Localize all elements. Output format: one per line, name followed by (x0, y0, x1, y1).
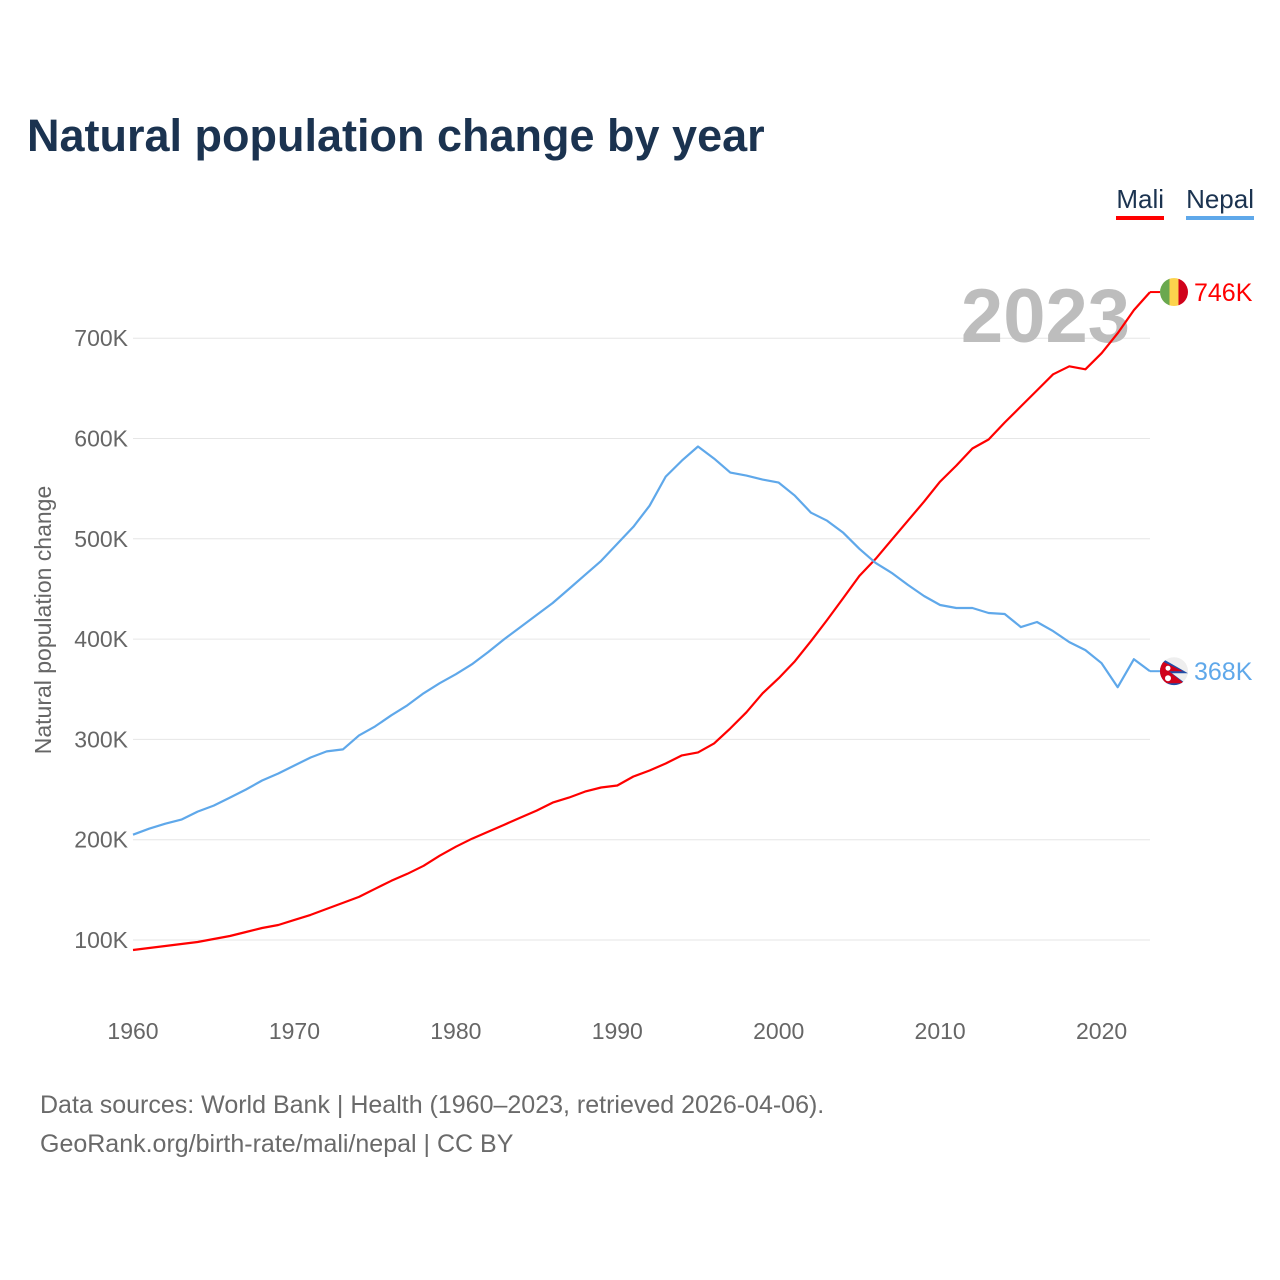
y-tick-label: 300K (74, 726, 128, 752)
footer: Data sources: World Bank | Health (1960–… (40, 1086, 824, 1164)
series-line-mali (132, 291, 1151, 952)
flag-sun (1165, 675, 1171, 682)
x-tick-label: 1970 (269, 1018, 320, 1044)
y-tick-label: 200K (74, 827, 128, 853)
x-tick-label: 2020 (1076, 1018, 1127, 1044)
legend-item-nepal[interactable]: Nepal (1186, 184, 1254, 220)
x-tick-label: 2000 (753, 1018, 804, 1044)
line-chart: 100K 200K 300K 400K 500K 600K 700K 1960 1970 1980… (30, 274, 1253, 1044)
x-tick-label: 2010 (915, 1018, 966, 1044)
end-value-label: 746K (1194, 279, 1253, 307)
y-tick-label: 600K (74, 426, 128, 452)
y-tick-label: 100K (74, 927, 128, 953)
nepal-flag-icon (1160, 657, 1188, 686)
flag-stripe-green (1160, 278, 1170, 307)
x-tick-label: 1980 (430, 1018, 481, 1044)
end-value-label: 368K (1194, 658, 1253, 686)
legend-item-mali[interactable]: Mali (1116, 184, 1165, 220)
legend: Mali Nepal (1116, 184, 1254, 220)
flag-stripe-red (1178, 278, 1188, 307)
y-tick-label: 500K (74, 526, 128, 552)
source-text: Data sources: World Bank | Health (1960–… (40, 1091, 825, 1119)
y-tick-label: 400K (74, 626, 128, 652)
y-tick-label: 700K (74, 325, 128, 351)
flag-stripe-yellow (1169, 278, 1179, 307)
x-tick-label: 1960 (107, 1018, 158, 1044)
x-tick-label: 1990 (592, 1018, 643, 1044)
year-watermark: 2023 (961, 274, 1130, 359)
y-axis-title: Natural population change (30, 486, 56, 755)
chart-title: Natural population change by year (27, 110, 765, 161)
attribution-link[interactable]: GeoRank.org/birth-rate/mali/nepal | CC B… (40, 1130, 514, 1158)
series-line-nepal (132, 445, 1151, 836)
flag-moon (1165, 665, 1171, 671)
mali-flag-icon (1160, 278, 1188, 307)
